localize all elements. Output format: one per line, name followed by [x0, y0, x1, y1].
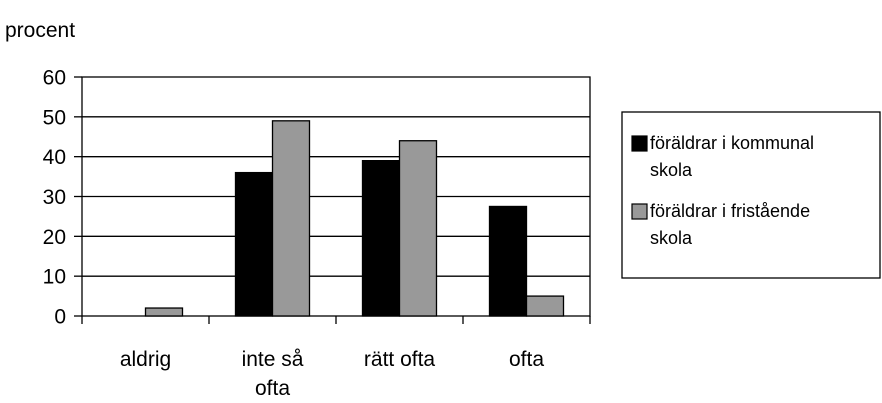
legend-box — [621, 111, 881, 279]
legend: föräldrar i kommunal skola föräldrar i fri… — [621, 111, 881, 279]
y-tick-label: 20 — [43, 226, 66, 249]
legend-label: skola — [650, 228, 693, 248]
bar-series-1-1 — [234, 171, 274, 317]
bar-series-1-3 — [488, 205, 528, 317]
legend-label: skola — [650, 160, 693, 180]
bar-series-1-2 — [361, 159, 401, 317]
bar-series-2-2 — [398, 140, 438, 317]
x-category-label: rätt ofta — [364, 348, 436, 371]
bar-series-2-3 — [525, 295, 565, 317]
x-category-label: inte så — [242, 348, 304, 371]
y-tick-label: 50 — [43, 106, 66, 129]
bar-series-2-1 — [271, 120, 311, 317]
legend-swatch-1 — [631, 135, 648, 152]
y-axis-unit-label: procent — [5, 19, 75, 42]
y-tick-label: 60 — [43, 67, 66, 90]
x-category-label: ofta — [255, 377, 290, 400]
x-category-label: ofta — [509, 348, 544, 371]
x-axis-labels: aldrig inte så ofta rätt ofta ofta — [120, 348, 545, 400]
legend-label: föräldrar i fristående — [650, 201, 810, 221]
x-category-label: aldrig — [120, 348, 171, 371]
y-tick-label: 10 — [43, 266, 66, 289]
y-axis-ticks: 0 10 20 30 40 50 60 — [43, 67, 82, 329]
legend-label: föräldrar i kommunal — [650, 133, 814, 153]
y-tick-label: 40 — [43, 146, 66, 169]
y-tick-label: 30 — [43, 186, 66, 209]
axes — [81, 316, 591, 324]
y-tick-label: 0 — [54, 306, 66, 329]
bars — [144, 120, 565, 317]
bar-series-2-0 — [144, 307, 184, 317]
legend-swatch-2 — [631, 203, 648, 220]
